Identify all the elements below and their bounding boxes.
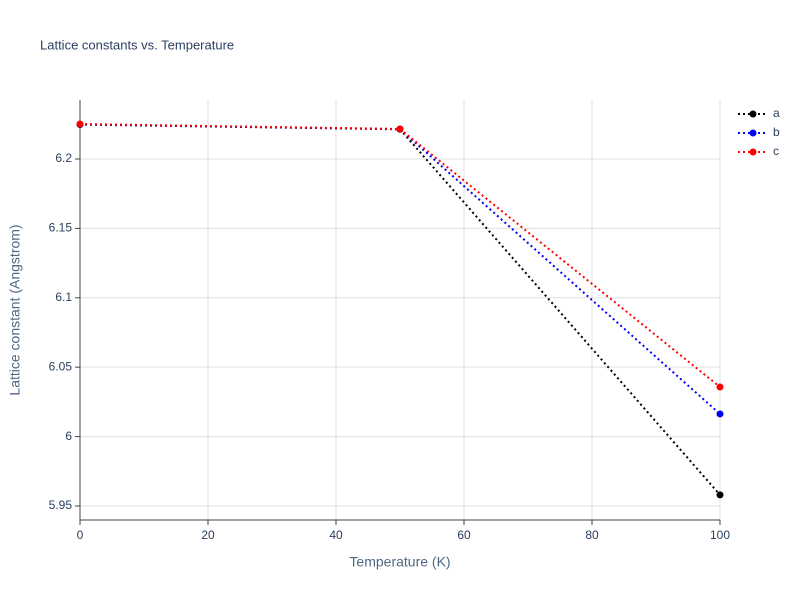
legend-marker xyxy=(749,110,757,118)
point xyxy=(716,491,724,499)
series-line xyxy=(79,123,721,388)
point xyxy=(716,410,724,418)
x-tick-label: 20 xyxy=(201,528,215,542)
x-tick-label: 40 xyxy=(329,528,343,542)
y-tick-label: 6.15 xyxy=(49,221,73,235)
legend-label: c xyxy=(773,144,779,158)
x-tick-label: 60 xyxy=(457,528,471,542)
legend-label: a xyxy=(773,106,780,120)
series-line xyxy=(79,123,721,415)
y-tick-label: 6.1 xyxy=(55,290,72,304)
x-tick-label: 100 xyxy=(710,528,730,542)
legend-item: b xyxy=(738,125,780,139)
x-axis-label: Temperature (K) xyxy=(349,554,450,570)
y-tick-label: 6.2 xyxy=(55,151,72,165)
y-tick-label: 6.05 xyxy=(49,359,73,373)
x-tick-label: 0 xyxy=(77,528,84,542)
chart-title: Lattice constants vs. Temperature xyxy=(40,37,234,52)
point xyxy=(396,125,404,133)
point xyxy=(76,120,84,128)
series-line xyxy=(79,123,721,496)
x-tick-label: 80 xyxy=(585,528,599,542)
legend-marker xyxy=(749,148,757,156)
legend-item: c xyxy=(738,144,779,158)
point xyxy=(716,383,724,391)
y-axis-label: Lattice constant (Angstrom) xyxy=(7,224,23,395)
y-tick-label: 5.95 xyxy=(49,498,73,512)
legend-marker xyxy=(749,129,757,137)
legend-label: b xyxy=(773,125,780,139)
legend-item: a xyxy=(738,106,780,120)
y-tick-label: 6 xyxy=(65,429,72,443)
